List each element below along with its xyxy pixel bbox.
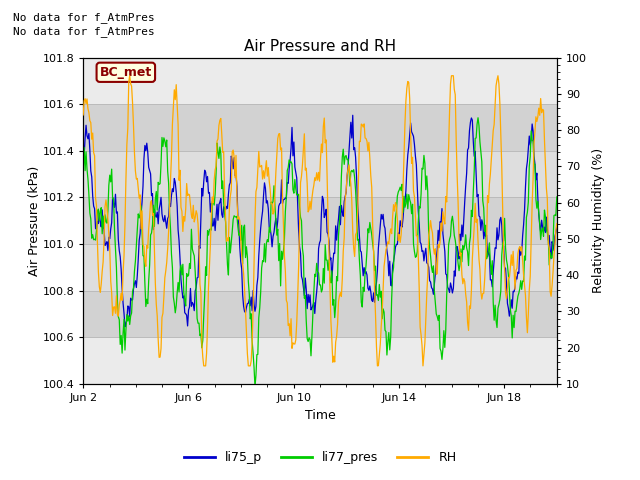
Title: Air Pressure and RH: Air Pressure and RH [244,39,396,54]
Text: No data for f_AtmPres: No data for f_AtmPres [13,26,154,37]
Bar [83,337,557,384]
Bar [83,58,557,104]
X-axis label: Time: Time [305,408,335,421]
Bar [83,104,557,337]
Text: No data for f_AtmPres: No data for f_AtmPres [13,12,154,23]
Y-axis label: Air Pressure (kPa): Air Pressure (kPa) [28,166,40,276]
Text: BC_met: BC_met [100,66,152,79]
Legend: li75_p, li77_pres, RH: li75_p, li77_pres, RH [179,446,461,469]
Y-axis label: Relativity Humidity (%): Relativity Humidity (%) [593,148,605,293]
Bar [83,244,557,291]
Bar [83,151,557,197]
